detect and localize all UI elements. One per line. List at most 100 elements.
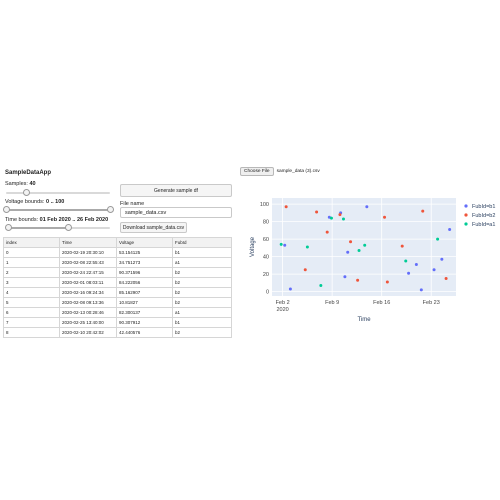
table-row[interactable]: 4 2020-02-16 09:24:34 85.162907 b2 — [3, 287, 232, 298]
data-point-b2[interactable] — [444, 277, 448, 280]
data-point-b2[interactable] — [284, 205, 288, 209]
data-point-a1[interactable] — [319, 284, 323, 287]
table-row[interactable]: 6 2020-02-13 00:28:46 82.300137 a1 — [3, 307, 232, 318]
data-point-b2[interactable] — [385, 280, 389, 284]
table-cell: a1 — [172, 257, 232, 268]
plot-area[interactable] — [272, 198, 456, 296]
generate-sample-button[interactable]: Generate sample df — [120, 184, 232, 197]
data-point-b2[interactable] — [325, 230, 329, 234]
data-point-a1[interactable] — [357, 249, 361, 252]
table-cell: 90.371596 — [116, 267, 173, 278]
samples-slider[interactable] — [6, 189, 110, 197]
table-row[interactable]: 0 2020-02-19 20:30:10 53.154125 b1 — [3, 247, 232, 258]
table-cell: b2 — [172, 297, 232, 308]
data-point-b1[interactable] — [432, 268, 436, 272]
file-name-input[interactable]: sample_data.csv — [120, 207, 232, 218]
y-tick-label: 40 — [263, 255, 269, 261]
voltage-bounds-label: Voltage bounds: 0 .. 100 — [5, 199, 64, 205]
data-point-b1[interactable] — [283, 243, 287, 247]
samples-slider-handle[interactable] — [23, 189, 31, 196]
time-bounds-label: Time bounds: 01 Feb 2020 .. 26 Feb 2020 — [5, 217, 108, 223]
table-cell: 53.154125 — [116, 247, 173, 258]
column-header-fubid[interactable]: FubId — [172, 237, 232, 248]
voltage-slider-high-handle[interactable] — [106, 206, 114, 213]
time-slider-high-handle[interactable] — [64, 224, 72, 231]
table-cell: 2020-02-10 20:42:02 — [59, 327, 117, 338]
table-cell: 2 — [3, 267, 60, 278]
legend-label[interactable]: FubId=b2 — [472, 213, 495, 219]
data-point-b2[interactable] — [349, 240, 353, 244]
data-point-b2[interactable] — [421, 209, 425, 213]
column-header-voltage[interactable]: Voltage — [116, 237, 173, 248]
data-point-b1[interactable] — [407, 271, 411, 275]
data-point-b2[interactable] — [383, 215, 387, 219]
table-cell: b2 — [172, 287, 232, 298]
y-tick-label: 20 — [263, 272, 269, 278]
column-header-time[interactable]: Time — [59, 237, 117, 248]
table-cell: b2 — [172, 277, 232, 288]
table-row[interactable]: 2 2020-02-24 22:47:15 90.371596 b2 — [3, 267, 232, 278]
voltage-slider-low-handle[interactable] — [2, 206, 10, 213]
time-range-slider[interactable] — [4, 224, 110, 232]
samples-slider-track[interactable] — [6, 192, 110, 194]
data-point-b1[interactable] — [419, 288, 423, 292]
download-button[interactable]: Download sample_data.csv — [120, 222, 187, 233]
app-title: SampleDataApp — [5, 170, 52, 176]
table-cell: 2020-02-25 13:40:00 — [59, 317, 117, 328]
time-slider-low-handle[interactable] — [4, 224, 12, 231]
data-point-b1[interactable] — [440, 257, 444, 261]
table-cell: 85.162907 — [116, 287, 173, 298]
voltage-range-slider[interactable] — [2, 206, 114, 214]
voltage-bounds-label-text: Voltage bounds: — [5, 199, 45, 205]
data-point-b2[interactable] — [400, 244, 404, 248]
data-point-b2[interactable] — [356, 278, 360, 282]
data-point-a1[interactable] — [436, 237, 440, 241]
data-point-b1[interactable] — [448, 228, 452, 231]
data-point-a1[interactable] — [404, 259, 408, 263]
legend-marker[interactable] — [464, 204, 468, 208]
table-row[interactable]: 5 2020-02-08 09:13:36 10.81827 b2 — [3, 297, 232, 308]
table-cell: 4 — [3, 287, 60, 298]
table-cell: 2020-02-24 22:47:15 — [59, 267, 117, 278]
data-point-a1[interactable] — [363, 243, 367, 247]
data-point-a1[interactable] — [329, 216, 333, 220]
column-header-index[interactable]: index — [3, 237, 60, 248]
y-axis-title: Voltage — [250, 236, 256, 257]
data-point-b2[interactable] — [303, 268, 307, 272]
data-point-b1[interactable] — [346, 250, 350, 254]
samples-label-text: Samples: — [5, 181, 28, 187]
table-cell: 7 — [3, 317, 60, 328]
table-cell: 6 — [3, 307, 60, 318]
table-cell: b1 — [172, 317, 232, 328]
legend-label[interactable]: FubId=b1 — [472, 204, 495, 210]
data-point-b2[interactable] — [338, 213, 342, 217]
data-point-b1[interactable] — [288, 287, 292, 291]
table-cell: 10.81827 — [116, 297, 173, 308]
legend-marker[interactable] — [464, 213, 468, 217]
table-cell: 2020-02-19 20:30:10 — [59, 247, 117, 258]
data-point-b2[interactable] — [315, 210, 319, 214]
table-cell: 5 — [3, 297, 60, 308]
table-row[interactable]: 1 2020-02-08 22:55:43 34.751273 a1 — [3, 257, 232, 268]
chosen-file-name: sample_data (3).csv — [276, 169, 320, 174]
voltage-bounds-value: 0 .. 100 — [45, 199, 65, 205]
x-axis-title: Time — [357, 317, 371, 323]
voltage-slider-fill — [6, 209, 110, 211]
data-point-b1[interactable] — [414, 263, 418, 266]
data-point-a1[interactable] — [341, 217, 345, 221]
table-cell: 2020-02-01 08:03:11 — [59, 277, 117, 288]
data-point-a1[interactable] — [305, 245, 309, 249]
table-row[interactable]: 7 2020-02-25 13:40:00 90.307912 b1 — [3, 317, 232, 328]
choose-file-button[interactable]: Choose File — [240, 167, 274, 176]
data-point-a1[interactable] — [279, 242, 283, 246]
legend-marker[interactable] — [464, 222, 468, 226]
data-point-b1[interactable] — [365, 205, 369, 209]
table-row[interactable]: 3 2020-02-01 08:03:11 84.222056 b2 — [3, 277, 232, 288]
x-tick-label: Feb 23 — [423, 300, 440, 306]
data-point-b1[interactable] — [343, 275, 347, 279]
file-name-label: File name — [120, 201, 145, 207]
table-row[interactable]: 8 2020-02-10 20:42:02 42.440576 b2 — [3, 327, 232, 338]
table-cell: b1 — [172, 247, 232, 258]
samples-value: 40 — [29, 181, 36, 187]
legend-label[interactable]: FubId=a1 — [472, 222, 495, 228]
